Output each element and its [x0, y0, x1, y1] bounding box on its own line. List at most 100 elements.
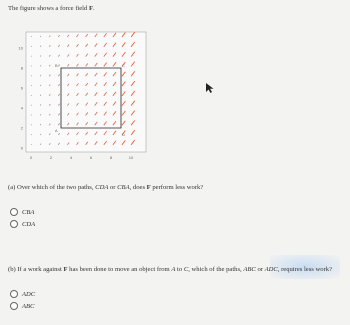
field-arrow — [85, 141, 89, 146]
field-arrow — [112, 140, 117, 146]
field-arrow — [67, 63, 70, 67]
text: . — [92, 5, 95, 12]
field-arrow — [94, 52, 98, 57]
field-arrow — [103, 91, 107, 97]
field-arrow — [30, 75, 32, 77]
text: F — [146, 184, 151, 191]
field-arrow — [30, 124, 32, 126]
text: or — [255, 266, 265, 273]
field-arrow — [30, 94, 32, 97]
y-tick-label: 0 — [21, 146, 24, 151]
field-arrow — [94, 62, 98, 67]
radio[interactable] — [10, 220, 18, 228]
x-tick-label: 2 — [50, 155, 53, 160]
field-arrow — [130, 51, 136, 57]
option[interactable]: ABC — [10, 302, 34, 310]
x-tick-label: 0 — [30, 155, 33, 160]
field-arrow — [76, 83, 79, 87]
field-arrow — [39, 123, 42, 126]
option-label: ABC — [22, 302, 35, 310]
field-arrow — [130, 90, 136, 97]
field-arrow — [30, 55, 32, 57]
field-arrow — [57, 34, 61, 38]
field-arrow — [39, 84, 42, 87]
radio[interactable] — [10, 302, 18, 310]
field-arrow — [76, 112, 79, 116]
field-arrow — [76, 92, 79, 97]
field-arrow — [67, 54, 70, 57]
y-tick-label: 6 — [21, 86, 24, 91]
field-arrow — [94, 72, 98, 77]
field-arrow — [57, 103, 61, 106]
option-label: CBA — [22, 208, 35, 216]
field-arrow — [39, 133, 42, 136]
field-arrow — [103, 121, 107, 126]
field-arrow — [39, 104, 42, 106]
x-tick-label: 6 — [90, 155, 93, 160]
field-arrow — [103, 111, 107, 116]
field-arrow — [94, 101, 98, 106]
y-tick-label: 2 — [21, 126, 24, 131]
radio[interactable] — [10, 208, 18, 216]
field-arrow — [121, 130, 126, 136]
text: , does — [129, 184, 147, 191]
point-label: B — [55, 63, 58, 68]
field-arrow — [57, 123, 61, 126]
part-b-question: (b) If a work against F has been done to… — [8, 265, 344, 274]
field-arrow — [121, 51, 126, 57]
field-arrow — [112, 42, 117, 48]
text: ABC — [243, 266, 256, 273]
option[interactable]: ADC — [10, 290, 35, 298]
text: The figure shows a force field — [8, 5, 89, 12]
field-arrow — [76, 122, 79, 126]
field-arrow — [67, 103, 70, 106]
field-arrow — [67, 34, 70, 38]
field-arrow — [130, 61, 136, 67]
field-arrow — [76, 34, 79, 38]
field-arrow — [57, 142, 61, 146]
field-arrow — [67, 112, 70, 116]
field-arrow — [76, 73, 79, 77]
field-arrow — [67, 83, 70, 87]
symbol: F — [88, 5, 93, 12]
text: to — [175, 266, 184, 273]
field-arrow — [103, 33, 107, 38]
option-label: CDA — [22, 220, 36, 228]
field-arrow — [30, 143, 32, 146]
field-arrow — [57, 93, 61, 97]
y-tick-label: 8 — [21, 66, 24, 71]
field-arrow — [57, 74, 61, 77]
field-arrow — [76, 43, 79, 48]
text: has been done to move an object from — [67, 266, 172, 273]
option[interactable]: CBA — [10, 208, 34, 216]
option[interactable]: CDA — [10, 220, 35, 228]
field-arrow — [48, 54, 51, 57]
field-arrow — [48, 45, 51, 48]
field-arrow — [121, 32, 126, 38]
field-arrow — [30, 45, 32, 48]
field-arrow — [57, 64, 61, 67]
text: , requires less work? — [277, 266, 332, 273]
field-arrow — [112, 91, 117, 97]
field-arrow — [130, 139, 136, 146]
text: ADC — [264, 266, 278, 273]
field-arrow — [130, 31, 136, 38]
field-arrow — [94, 92, 98, 97]
field-arrow — [94, 111, 98, 116]
field-arrow — [121, 81, 126, 87]
glare — [270, 255, 340, 279]
field-arrow — [112, 62, 117, 67]
radio[interactable] — [10, 290, 18, 298]
point-label: D — [122, 132, 125, 137]
x-tick-label: 8 — [110, 155, 113, 160]
field-arrow — [76, 141, 79, 146]
field-arrow — [121, 140, 126, 146]
part-a-question: (a) Over which of the two paths, CDA or … — [8, 183, 203, 192]
field-arrow — [67, 132, 70, 136]
field-arrow — [121, 61, 126, 67]
field-arrow — [112, 71, 117, 77]
text: (a) Over which of the two paths, — [8, 184, 96, 191]
field-arrow — [57, 113, 61, 116]
field-arrow — [48, 74, 51, 77]
field-arrow — [57, 44, 61, 48]
